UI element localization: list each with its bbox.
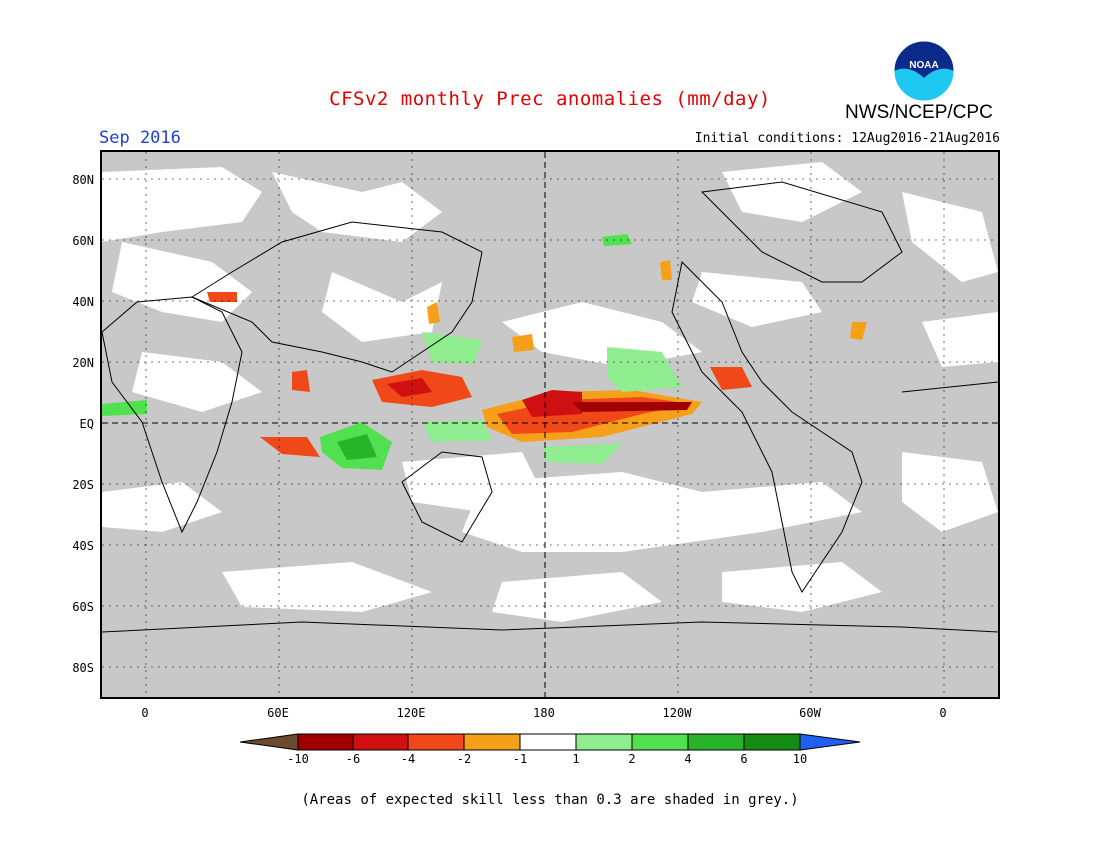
noaa-logo: NOAA (893, 40, 955, 102)
colorbar-label-10: 10 (792, 752, 808, 766)
anomaly-map (100, 150, 1000, 699)
lat-label-60n: 60N (72, 234, 94, 248)
colorbar-label-1: 1 (572, 752, 580, 766)
lat-label-eq: EQ (79, 417, 94, 431)
colorbar-label-6: 6 (740, 752, 748, 766)
map-canvas (102, 152, 998, 697)
noaa-logo-text: NOAA (909, 60, 938, 71)
lat-label-40s: 40S (72, 539, 94, 553)
coastlines (102, 181, 998, 633)
lon-label-180: 180 (533, 706, 555, 720)
colorbar-label-m1: -1 (512, 752, 528, 766)
colorbar-label-2: 2 (628, 752, 636, 766)
colorbar-label-m4: -4 (400, 752, 416, 766)
lon-label-0-east: 0 (939, 706, 947, 720)
lon-label-60w: 60W (799, 706, 821, 720)
forecast-month: Sep 2016 (99, 128, 181, 148)
skill-footnote: (Areas of expected skill less than 0.3 a… (301, 792, 799, 808)
negative-anomaly-areas (207, 260, 867, 457)
neutral-anomaly-areas (102, 162, 998, 622)
map-title: CFSv2 monthly Prec anomalies (mm/day) (329, 88, 771, 110)
lon-label-60e: 60E (267, 706, 289, 720)
agency-label: NWS/NCEP/CPC (845, 102, 993, 123)
lat-label-40n: 40N (72, 295, 94, 309)
colorbar-swatch-below (240, 734, 298, 750)
colorbar-label-m2: -2 (456, 752, 472, 766)
colorbar-swatch-7 (632, 734, 688, 750)
colorbar-swatch-2 (353, 734, 408, 750)
lat-label-60s: 60S (72, 600, 94, 614)
colorbar-swatch-8 (688, 734, 744, 750)
colorbar-label-m6: -6 (345, 752, 361, 766)
lat-label-20n: 20N (72, 356, 94, 370)
colorbar-label-4: 4 (684, 752, 692, 766)
colorbar-label-m10: -10 (287, 752, 309, 766)
colorbar-swatch-5 (520, 734, 576, 750)
lon-label-120w: 120W (662, 706, 692, 720)
lon-label-120e: 120E (396, 706, 426, 720)
colorbar-swatch-3 (408, 734, 464, 750)
colorbar-swatch-1 (298, 734, 353, 750)
colorbar-swatch-4 (464, 734, 520, 750)
colorbar-swatch-9 (744, 734, 800, 750)
lon-label-0: 0 (141, 706, 149, 720)
colorbar (239, 733, 862, 751)
lat-label-20s: 20S (72, 478, 94, 492)
initial-conditions: Initial conditions: 12Aug2016-21Aug2016 (694, 131, 1000, 146)
colorbar-swatch-6 (576, 734, 632, 750)
positive-anomaly-areas (102, 234, 682, 470)
equator-dateline (102, 152, 998, 697)
graticule (102, 152, 998, 697)
lat-label-80n: 80N (72, 173, 94, 187)
colorbar-swatch-above (800, 734, 860, 750)
lat-label-80s: 80S (72, 661, 94, 675)
